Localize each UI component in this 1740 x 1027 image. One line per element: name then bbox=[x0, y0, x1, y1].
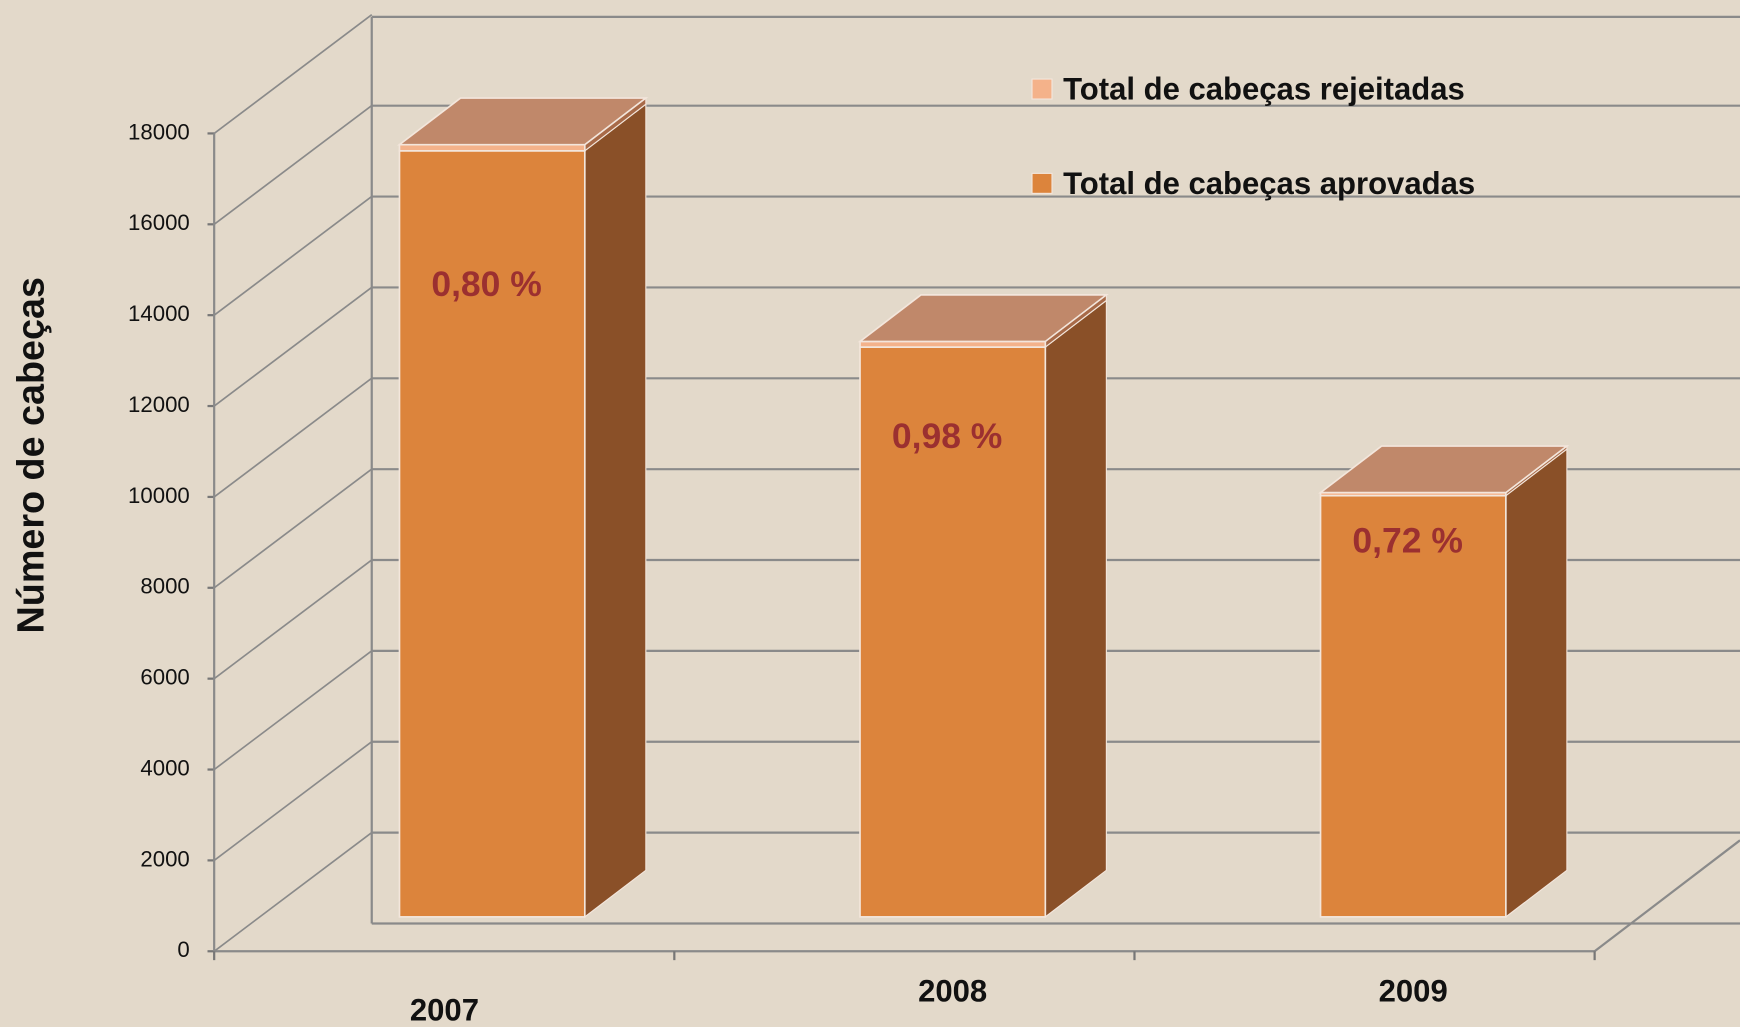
annotation: 0,98 % bbox=[892, 416, 1003, 456]
legend-swatch bbox=[1031, 172, 1053, 194]
bar-side bbox=[1044, 299, 1107, 918]
legend-swatch bbox=[1031, 78, 1053, 100]
y-axis-title: Número de cabeças bbox=[9, 277, 51, 633]
y-tick-label: 14000 bbox=[128, 301, 190, 326]
y-tick-label: 10000 bbox=[128, 483, 190, 508]
bar bbox=[398, 149, 586, 918]
y-tick-label: 8000 bbox=[140, 574, 189, 599]
legend-label: Total de cabeças aprovadas bbox=[1063, 166, 1475, 201]
x-tick-label: 2007 bbox=[410, 993, 479, 1027]
floor-edge bbox=[1593, 839, 1740, 953]
grid-diagonal bbox=[213, 104, 373, 225]
grid-diagonal bbox=[213, 377, 373, 498]
y-tick-label: 4000 bbox=[140, 755, 189, 780]
grid-diagonal bbox=[213, 831, 373, 952]
grid-diagonal bbox=[213, 741, 373, 862]
y-tick-label: 12000 bbox=[128, 392, 190, 417]
bar bbox=[859, 340, 1047, 348]
legend-label: Total de cabeças rejeitadas bbox=[1063, 71, 1465, 106]
bar-side bbox=[584, 103, 647, 918]
y-tick-label: 2000 bbox=[140, 846, 189, 871]
bar-side bbox=[1505, 447, 1568, 918]
grid-diagonal bbox=[213, 286, 373, 407]
grid-diagonal bbox=[213, 559, 373, 680]
bar bbox=[859, 346, 1047, 918]
annotation: 0,72 % bbox=[1352, 520, 1463, 560]
grid-diagonal bbox=[213, 468, 373, 589]
bar-top bbox=[397, 97, 649, 146]
bar-top bbox=[1318, 445, 1570, 494]
annotation: 0,80 % bbox=[431, 264, 542, 304]
bar bbox=[398, 143, 586, 152]
x-tick-label: 2009 bbox=[1379, 974, 1448, 1009]
x-tick-label: 2008 bbox=[918, 974, 987, 1009]
y-tick-label: 0 bbox=[177, 937, 189, 962]
y-tick-label: 6000 bbox=[140, 665, 189, 690]
grid-diagonal bbox=[213, 14, 373, 135]
bar-top bbox=[857, 294, 1109, 343]
y-tick-label: 16000 bbox=[128, 210, 190, 235]
grid-diagonal bbox=[213, 195, 373, 316]
y-tick-label: 18000 bbox=[128, 119, 190, 144]
grid-diagonal bbox=[213, 650, 373, 771]
bar bbox=[1319, 494, 1507, 918]
